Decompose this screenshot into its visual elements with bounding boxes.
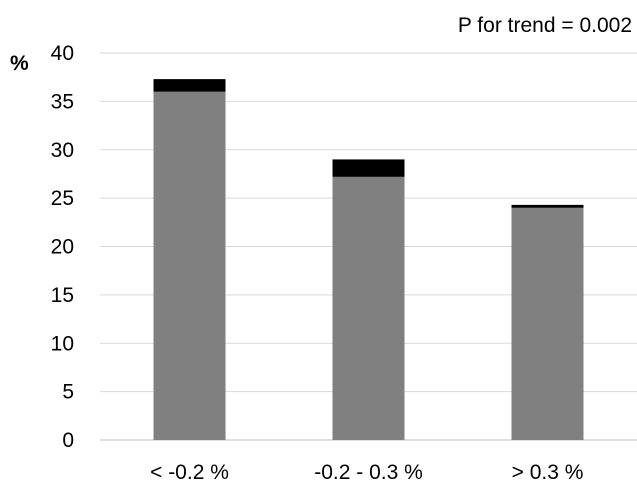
y-tick-label: 40 — [51, 42, 74, 65]
y-axis-unit-label: % — [10, 52, 29, 75]
y-tick-label: 10 — [51, 332, 74, 355]
y-axis-ticks: 0 5 10 15 20 25 30 35 40 — [51, 42, 74, 452]
y-tick-label: 15 — [51, 284, 74, 307]
y-tick-label: 35 — [51, 90, 74, 113]
bar-segment-1 — [332, 176, 405, 440]
trend-annotation: P for trend = 0.002 — [458, 14, 632, 37]
bar-segment-1 — [153, 91, 226, 440]
x-category-label: > 0.3 % — [512, 461, 584, 484]
bar-segment-1 — [511, 207, 584, 440]
y-tick-label: 20 — [51, 236, 74, 259]
y-tick-label: 5 — [62, 381, 74, 404]
y-tick-label: 0 — [62, 429, 74, 452]
y-tick-label: 25 — [51, 187, 74, 210]
bars — [153, 79, 584, 440]
x-category-label: < -0.2 % — [150, 461, 229, 484]
bar-segment-2 — [511, 204, 584, 208]
x-category-label: -0.2 - 0.3 % — [314, 461, 423, 484]
y-tick-label: 30 — [51, 139, 74, 162]
x-axis-labels: < -0.2 % -0.2 - 0.3 % > 0.3 % — [150, 461, 583, 484]
bar-segment-2 — [332, 159, 405, 177]
bar-segment-2 — [153, 79, 226, 92]
